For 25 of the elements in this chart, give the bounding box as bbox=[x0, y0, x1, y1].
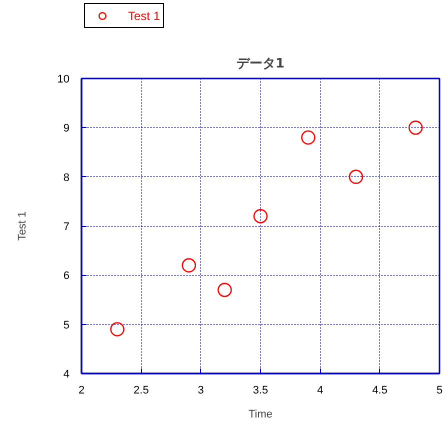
x-tick-label: 3.5 bbox=[252, 384, 268, 396]
x-tick-label: 3 bbox=[198, 384, 204, 396]
x-tick-label: 2 bbox=[78, 384, 85, 396]
legend-label: Test 1 bbox=[128, 8, 160, 24]
chart-title: データ1 bbox=[236, 56, 285, 72]
point bbox=[218, 282, 232, 298]
x-tick-label: 2.5 bbox=[134, 384, 149, 396]
x-tick-label: 4.5 bbox=[372, 384, 388, 396]
point bbox=[408, 120, 423, 135]
y-tick-label: 5 bbox=[63, 319, 70, 332]
point bbox=[348, 170, 364, 184]
x-tick-label: 4 bbox=[317, 384, 324, 396]
point bbox=[301, 130, 316, 145]
point bbox=[253, 209, 268, 224]
y-tick-label: 8 bbox=[63, 172, 70, 184]
x-axis-title: Time bbox=[248, 408, 273, 420]
y-tick-label: 9 bbox=[63, 122, 70, 135]
x-tick-label: 5 bbox=[436, 384, 443, 396]
y-tick-label: 7 bbox=[63, 221, 70, 233]
y-tick-label: 10 bbox=[57, 74, 70, 86]
y-tick-label: 4 bbox=[63, 368, 70, 380]
y-tick-label: 6 bbox=[63, 270, 70, 282]
point bbox=[182, 258, 196, 272]
point bbox=[110, 322, 124, 336]
y-axis-title: Test 1 bbox=[16, 211, 28, 241]
